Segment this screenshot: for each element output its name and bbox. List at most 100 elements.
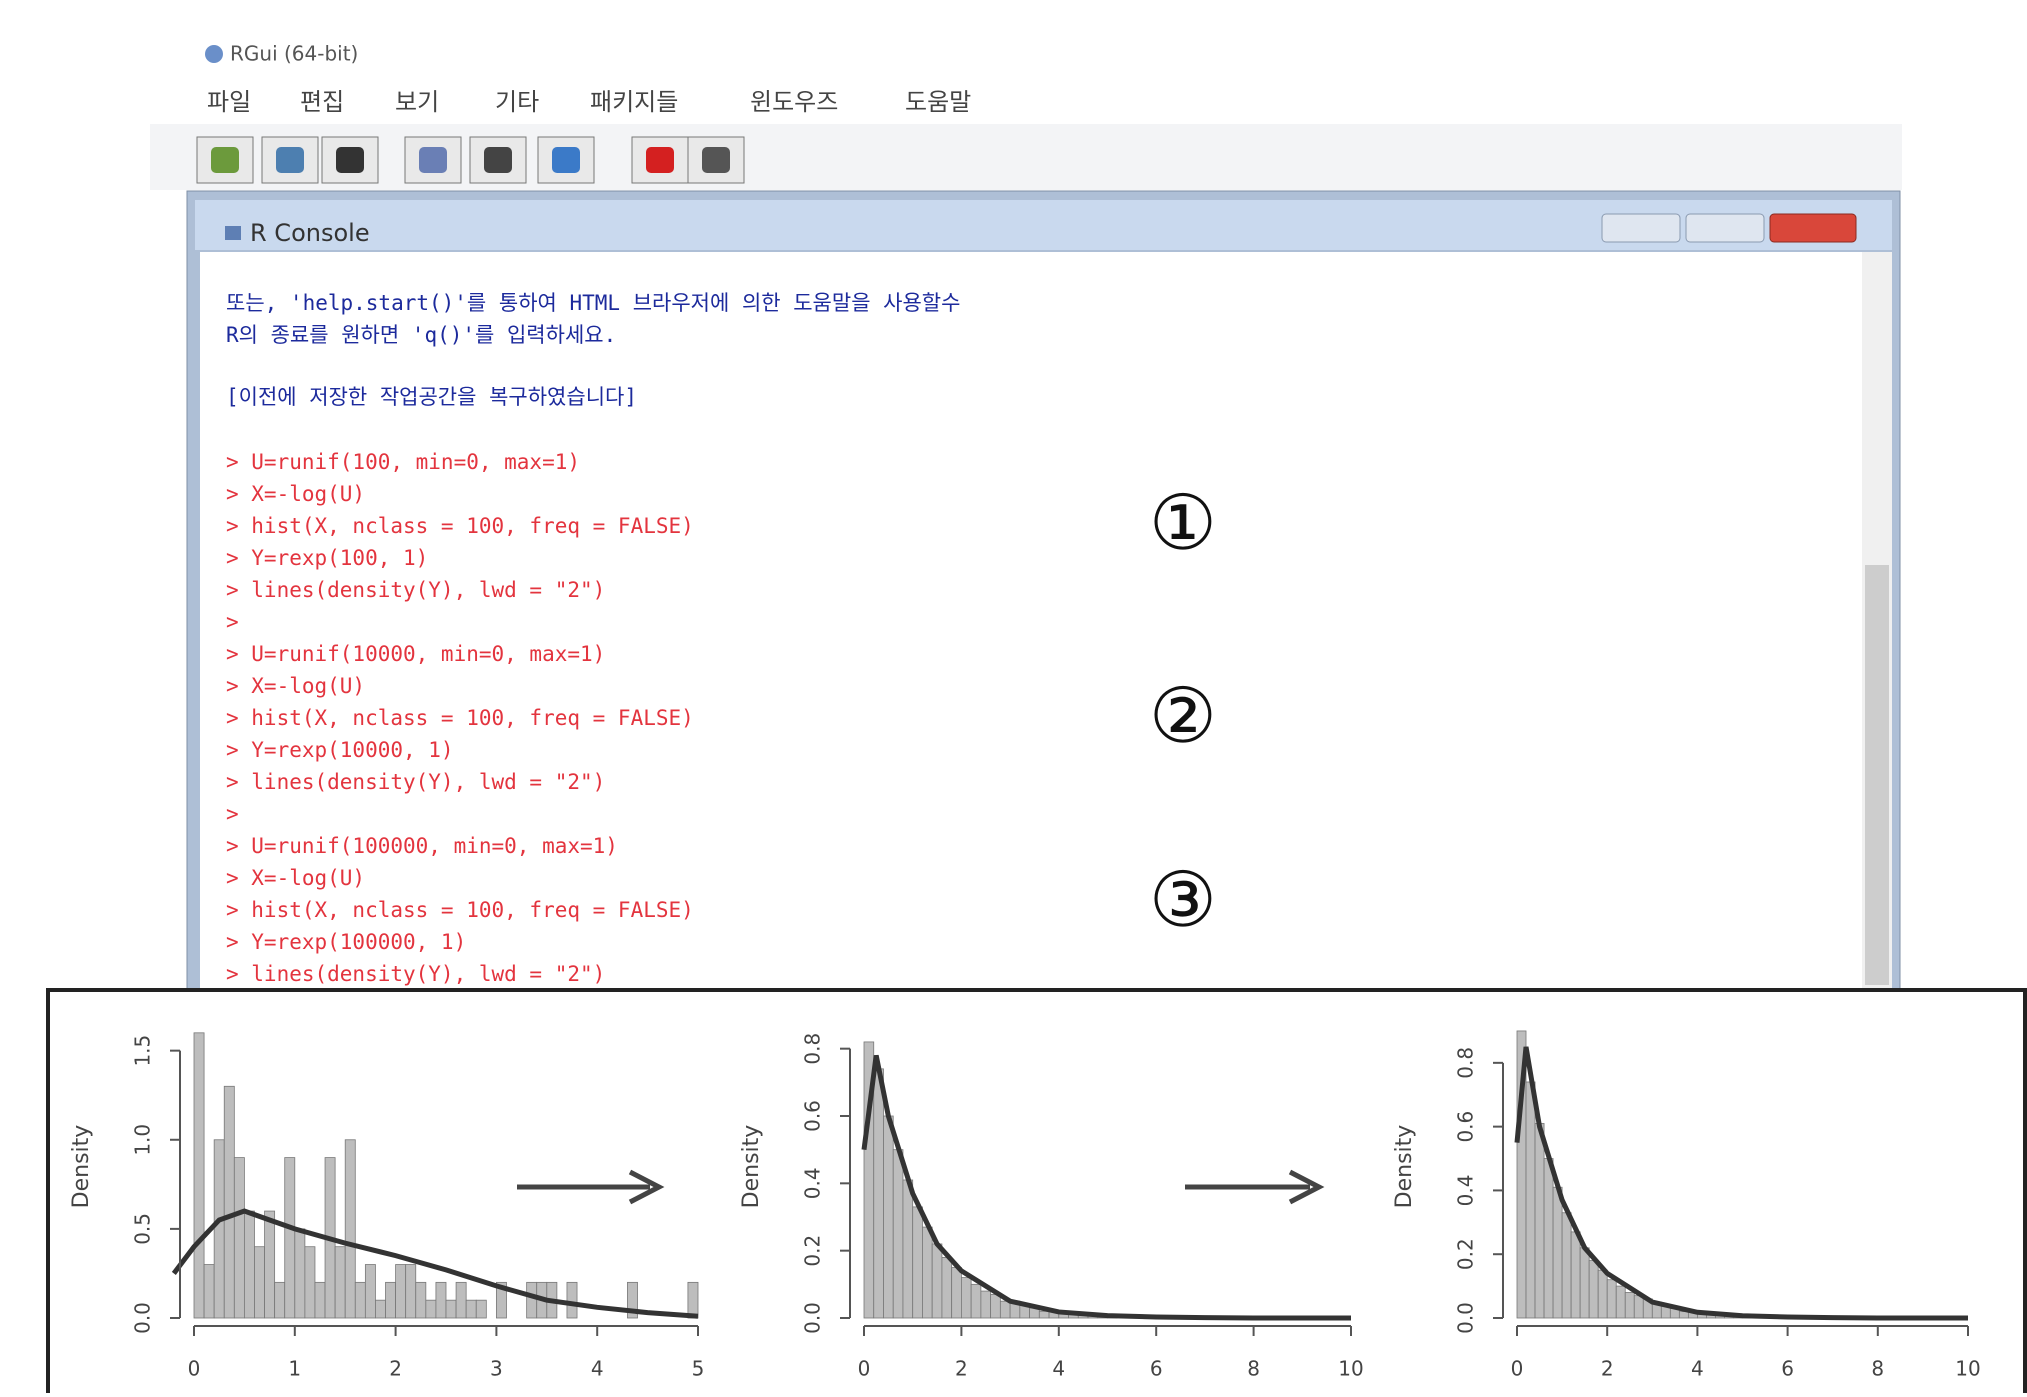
histogram-bar (214, 1140, 224, 1318)
console-command: > X=-log(U) (226, 674, 365, 698)
close-button[interactable] (1770, 214, 1856, 242)
histogram-bar (446, 1300, 456, 1318)
histogram-bar (426, 1300, 436, 1318)
histogram-bar (275, 1282, 285, 1318)
x-tick-label: 0 (188, 1357, 201, 1381)
console-command: > lines(density(Y), lwd = "2") (226, 770, 605, 794)
histogram-bar (981, 1291, 991, 1318)
plots-box (48, 990, 2025, 1393)
histogram-bar (1634, 1296, 1643, 1318)
histogram-bar (893, 1150, 903, 1318)
histogram-bar (1589, 1261, 1598, 1318)
y-tick-label: 0.2 (1454, 1238, 1478, 1270)
histogram-bar (396, 1265, 406, 1318)
y-tick-label: 0.8 (1454, 1047, 1478, 1079)
y-tick-label: 0.4 (801, 1167, 825, 1199)
toolbar-icon (419, 147, 447, 173)
console-icon (225, 226, 241, 240)
histogram-bar (466, 1300, 476, 1318)
histogram-bar (234, 1158, 244, 1318)
app-title: RGui (64-bit) (230, 42, 358, 66)
console-command: > hist(X, nclass = 100, freq = FALSE) (226, 898, 694, 922)
minimize-button[interactable] (1602, 214, 1680, 242)
histogram-bar (1544, 1159, 1553, 1318)
step-marker: ② (1149, 671, 1217, 760)
y-tick-label: 1.5 (131, 1035, 155, 1067)
x-tick-label: 1 (288, 1357, 301, 1381)
y-tick-label: 0.4 (1454, 1175, 1478, 1207)
console-command: > X=-log(U) (226, 482, 365, 506)
y-axis-label: Density (69, 1125, 94, 1209)
histogram-bar (688, 1282, 698, 1318)
console-body (200, 252, 1862, 990)
menu-item[interactable]: 파일 (207, 88, 251, 116)
toolbar-icon (702, 147, 730, 173)
x-tick-label: 0 (858, 1357, 871, 1381)
histogram-bar (244, 1211, 254, 1318)
page: {"app":{"title":"RGui (64-bit)","menu":[… (0, 0, 2027, 1393)
histogram-bar (315, 1282, 325, 1318)
y-tick-label: 0.0 (131, 1302, 155, 1334)
histogram-bar (952, 1268, 962, 1319)
console-command: > (226, 610, 239, 634)
histogram-bar (1607, 1280, 1616, 1318)
console-command: > Y=rexp(100000, 1) (226, 930, 466, 954)
histogram-bar (527, 1282, 537, 1318)
histogram-bar (355, 1282, 365, 1318)
scroll-thumb[interactable] (1865, 565, 1889, 985)
maximize-button[interactable] (1686, 214, 1764, 242)
menu-item[interactable]: 보기 (395, 88, 439, 116)
histogram-bar (345, 1140, 355, 1318)
console-command: > lines(density(Y), lwd = "2") (226, 578, 605, 602)
histogram-bar (416, 1282, 426, 1318)
histogram-bar (224, 1086, 234, 1318)
menu-item[interactable]: 윈도우즈 (750, 88, 838, 116)
x-tick-label: 2 (389, 1357, 402, 1381)
histogram-bar (1535, 1123, 1544, 1318)
histogram-bar (265, 1211, 275, 1318)
menu-item[interactable]: 도움말 (905, 88, 971, 116)
toolbar-icon (336, 147, 364, 173)
step-marker: ③ (1149, 855, 1217, 944)
x-tick-label: 4 (1052, 1357, 1065, 1381)
toolbar-icon (276, 147, 304, 173)
console-command: > U=runif(100000, min=0, max=1) (226, 834, 618, 858)
toolbar-icon (211, 147, 239, 173)
x-tick-label: 6 (1781, 1357, 1794, 1381)
console-command: > Y=rexp(10000, 1) (226, 738, 454, 762)
menu-item[interactable]: 패키지들 (590, 88, 678, 116)
histogram-bar (567, 1282, 577, 1318)
histogram-bar (1598, 1270, 1607, 1318)
x-tick-label: 2 (1601, 1357, 1614, 1381)
console-command: > U=runif(100, min=0, max=1) (226, 450, 580, 474)
histogram-bar (386, 1282, 396, 1318)
x-tick-label: 6 (1150, 1357, 1163, 1381)
y-tick-label: 0.8 (801, 1033, 825, 1065)
console-line: R의 종료를 원하면 'q()'를 입력하세요. (226, 323, 616, 347)
histogram-bar (1580, 1248, 1589, 1318)
console-command: > U=runif(10000, min=0, max=1) (226, 642, 605, 666)
y-tick-label: 0.0 (801, 1302, 825, 1334)
console-command: > lines(density(Y), lwd = "2") (226, 962, 605, 986)
console-command: > hist(X, nclass = 100, freq = FALSE) (226, 706, 694, 730)
menu-item[interactable]: 기타 (495, 88, 539, 116)
console-line: 또는, 'help.start()'를 통하여 HTML 브라우저에 의한 도움… (226, 291, 960, 315)
y-tick-label: 0.5 (131, 1213, 155, 1245)
app-icon (205, 45, 223, 63)
console-command: > hist(X, nclass = 100, freq = FALSE) (226, 514, 694, 538)
console-command: > X=-log(U) (226, 866, 365, 890)
histogram-bar (406, 1265, 416, 1318)
console-command: > Y=rexp(100, 1) (226, 546, 428, 570)
y-tick-label: 0.6 (801, 1100, 825, 1132)
histogram-bar (1562, 1213, 1571, 1318)
histogram-bar (1625, 1292, 1634, 1318)
histogram-bar (1679, 1312, 1688, 1318)
histogram-bar (254, 1247, 264, 1318)
x-tick-label: 5 (692, 1357, 705, 1381)
histogram-bar (971, 1284, 981, 1318)
histogram-bar (204, 1265, 214, 1318)
toolbar-icon (484, 147, 512, 173)
histogram-bar (436, 1282, 446, 1318)
menu-item[interactable]: 편집 (300, 88, 344, 116)
histogram-bar (913, 1207, 923, 1318)
